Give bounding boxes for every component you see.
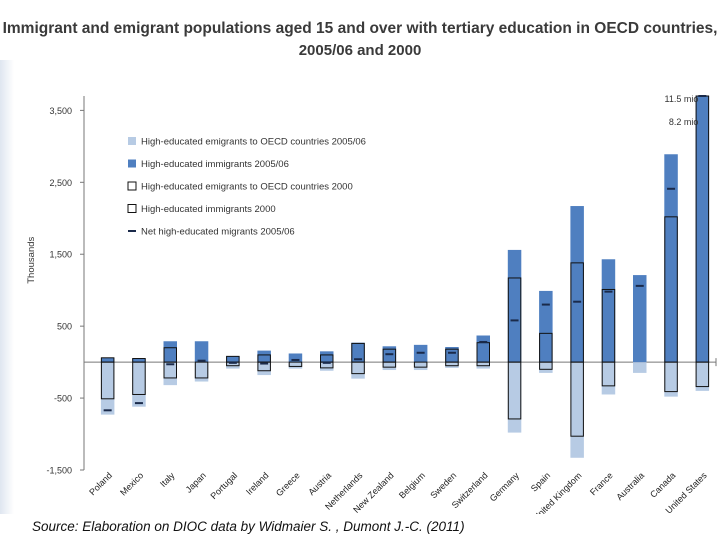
immigrants-2005-bar — [507, 249, 522, 363]
category-label: Greece — [274, 470, 302, 498]
immigrants-2005-bar — [695, 96, 710, 363]
immigrants-2000-outline — [257, 354, 271, 363]
category-label: Italy — [158, 470, 177, 489]
category-label: Australia — [614, 470, 646, 502]
legend-entry: High-educated emigrants to OECD countrie… — [141, 137, 366, 148]
y-tick-label: 3,500 — [49, 106, 72, 116]
chart-title: Immigrant and emigrant populations aged … — [0, 18, 720, 62]
category-label: Japan — [184, 470, 208, 494]
annotation-label: 11.5 mio — [664, 94, 698, 104]
immigrants-2005-bar — [351, 342, 365, 363]
emigrants-2005-bar — [570, 362, 584, 458]
immigrants-2005-bar — [226, 356, 240, 363]
immigrants-2000-outline — [570, 262, 584, 363]
category-label: Canada — [648, 470, 677, 499]
immigrants-2000-outline — [601, 288, 616, 363]
category-label: Portugal — [208, 470, 239, 501]
legend-swatch — [127, 204, 137, 213]
emigrants-2005-bar — [132, 362, 146, 407]
legend-swatch — [128, 159, 136, 168]
immigrants-2005-bar — [539, 290, 553, 363]
y-tick-label: 1,500 — [49, 250, 72, 260]
emigrants-2005-bar — [194, 362, 209, 382]
category-label: Germany — [488, 470, 522, 504]
emigrants-2005-bar — [257, 362, 271, 376]
immigrants-2005-bar — [570, 206, 584, 363]
immigrants-2005-bar — [445, 347, 459, 363]
category-label: Ireland — [244, 470, 271, 497]
immigrants-2000-outline — [664, 216, 678, 363]
immigrants-2005-bar — [664, 154, 678, 363]
emigrants-2000-outline — [413, 361, 428, 368]
category-label: Poland — [87, 470, 114, 497]
legend-entry: High-educated emigrants to OECD countrie… — [141, 182, 353, 193]
immigrants-2000-outline — [382, 348, 397, 363]
emigrants-2005-bar — [382, 362, 397, 371]
category-label: Austria — [306, 470, 333, 497]
emigrants-2005-bar — [695, 362, 710, 391]
emigrants-2005-bar — [413, 362, 428, 371]
y-tick-label: 500 — [57, 322, 72, 332]
legend-swatch — [128, 137, 136, 145]
legend-swatch — [127, 181, 137, 191]
immigrants-2005-bar — [194, 341, 209, 363]
emigrants-2005-bar — [664, 362, 678, 397]
source-note: Source: Elaboration on DIOC data by Widm… — [0, 514, 720, 540]
immigrants-2005-bar — [132, 358, 146, 363]
immigrants-2005-bar — [163, 341, 177, 363]
immigrants-2000-outline — [445, 348, 459, 363]
y-tick-label: -1,500 — [46, 466, 72, 476]
immigrants-2005-bar — [601, 259, 616, 363]
immigrants-2005-bar — [257, 350, 271, 363]
emigrants-2000-outline — [194, 361, 209, 379]
y-axis-label: Thousands — [26, 236, 37, 283]
emigrants-2005-bar — [633, 362, 647, 373]
emigrants-2005-bar — [163, 362, 177, 386]
emigrants-2005-bar — [100, 362, 115, 415]
emigrants-2005-bar — [445, 362, 459, 368]
immigrants-2000-outline — [351, 342, 365, 363]
legend-entry: High-educated immigrants 2000 — [141, 204, 276, 215]
left-edge-strip — [0, 60, 14, 515]
immigrants-2005-bar — [320, 351, 334, 363]
y-tick-label: -500 — [54, 394, 72, 404]
category-label: Mexico — [118, 470, 145, 497]
y-tick-label: 2,500 — [49, 178, 72, 188]
immigrants-2000-outline — [100, 357, 115, 363]
category-label: Spain — [529, 470, 552, 493]
immigrants-2005-bar — [633, 275, 647, 363]
emigrants-2005-bar — [601, 362, 616, 395]
emigrants-2000-outline — [288, 361, 303, 367]
category-label: Sweden — [428, 470, 458, 500]
legend-entry: Net high-educated migrants 2005/06 — [141, 227, 295, 238]
immigrants-2000-outline — [132, 358, 146, 363]
immigrants-2005-bar — [476, 335, 490, 363]
immigrants-2000-outline — [163, 347, 177, 363]
emigrants-2005-bar — [288, 362, 303, 369]
immigrants-2005-bar — [100, 357, 115, 363]
immigrants-2000-outline — [507, 277, 522, 363]
immigrants-2005-bar — [288, 353, 303, 363]
title-line-1: Immigrant and emigrant populations aged … — [2, 20, 718, 37]
emigrants-2005-bar — [351, 362, 365, 379]
emigrants-2005-bar — [320, 362, 334, 371]
legend-entry: High-educated immigrants 2005/06 — [141, 159, 289, 170]
title-line-2: 2005/06 and 2000 — [298, 42, 422, 59]
immigrants-2000-outline — [539, 332, 553, 363]
emigrants-2005-bar — [507, 362, 522, 433]
emigrants-2005-bar — [539, 362, 553, 373]
annotation-label: 8.2 mio — [669, 117, 699, 127]
category-label: Belgium — [397, 470, 427, 500]
category-label: France — [588, 470, 615, 497]
